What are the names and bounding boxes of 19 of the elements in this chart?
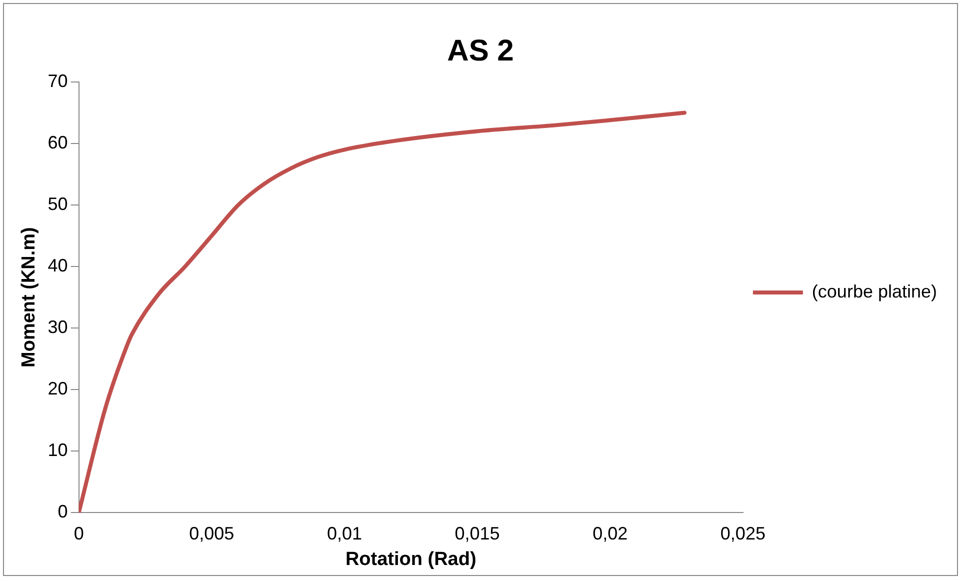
y-tick-label: 50 xyxy=(48,194,68,214)
y-tick-label: 70 xyxy=(48,70,68,91)
legend-label: (courbe platine) xyxy=(812,281,938,302)
x-tick-label: 0,005 xyxy=(189,523,234,544)
x-tick-label: 0,02 xyxy=(592,523,628,544)
x-tick-label: 0,025 xyxy=(720,523,766,544)
x-tick-label: 0,015 xyxy=(454,523,500,544)
chart-title: AS 2 xyxy=(447,34,514,68)
x-tick-label: 0 xyxy=(74,523,84,544)
line-series xyxy=(78,110,686,513)
y-tick-label: 10 xyxy=(48,440,68,460)
x-axis-title: Rotation (Rad) xyxy=(345,548,476,570)
y-tick-label: 0 xyxy=(58,502,68,522)
y-tick-label: 60 xyxy=(48,132,68,152)
y-tick-label: 20 xyxy=(48,378,68,399)
x-tick-label: 0,01 xyxy=(326,523,362,544)
y-tick-label: 30 xyxy=(48,317,68,338)
y-tick-label: 40 xyxy=(48,256,68,276)
y-axis-title: Moment (KN.m) xyxy=(18,227,40,368)
